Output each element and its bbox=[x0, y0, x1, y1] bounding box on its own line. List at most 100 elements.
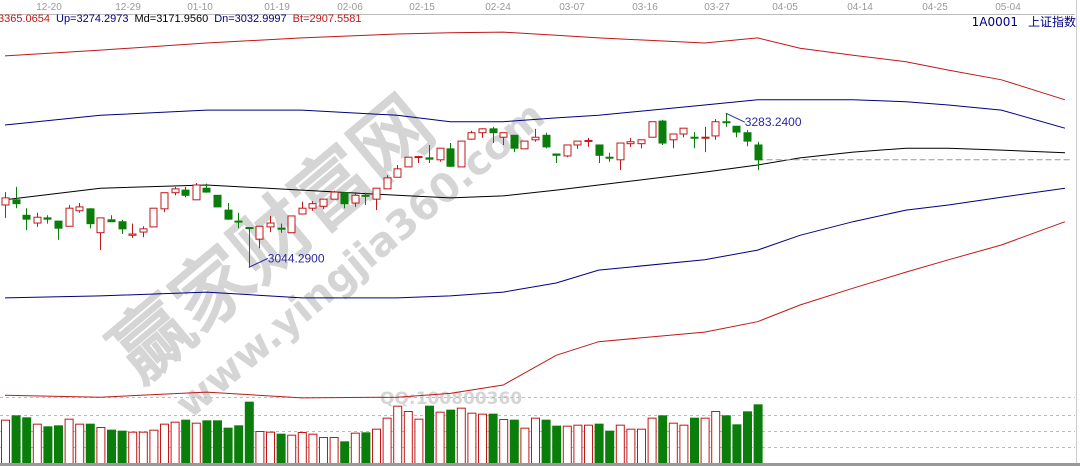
annotation-label-low: 3044.2900 bbox=[268, 251, 325, 265]
volume-bar bbox=[372, 428, 381, 464]
x-tick-label: 03-07 bbox=[559, 2, 585, 13]
candle-body bbox=[669, 133, 678, 141]
volume-bar bbox=[128, 431, 138, 464]
volume-bar bbox=[615, 424, 625, 464]
candle-body bbox=[192, 184, 201, 201]
candle bbox=[372, 187, 381, 211]
candle-body bbox=[118, 221, 127, 230]
volume-bar bbox=[308, 433, 318, 464]
candle bbox=[22, 208, 31, 231]
volume-bar bbox=[488, 413, 498, 464]
candle-body bbox=[425, 157, 434, 160]
candle-body bbox=[340, 192, 349, 205]
band-line-up bbox=[4, 99, 1066, 129]
candle-body bbox=[298, 207, 307, 215]
candle bbox=[1, 192, 10, 218]
bottom-bar bbox=[0, 463, 1080, 466]
candle-body bbox=[361, 194, 370, 197]
candle-body bbox=[510, 134, 519, 149]
candle-body bbox=[33, 216, 42, 224]
volume-bar bbox=[223, 427, 233, 464]
candle bbox=[542, 132, 551, 149]
volume-bar bbox=[403, 411, 413, 464]
candle-body bbox=[65, 207, 74, 227]
candle-body bbox=[520, 140, 529, 150]
candle-body bbox=[308, 203, 317, 209]
volume-bar bbox=[11, 415, 21, 465]
volume-bar bbox=[711, 411, 721, 464]
volume-bar bbox=[425, 405, 434, 464]
volume-bar bbox=[234, 425, 244, 465]
volume-bar bbox=[170, 421, 180, 464]
volume-bar bbox=[107, 429, 116, 464]
candle bbox=[75, 203, 84, 213]
candle bbox=[255, 225, 264, 249]
candle bbox=[648, 121, 657, 138]
candle bbox=[330, 190, 339, 200]
candle bbox=[414, 155, 423, 164]
annotation-leader bbox=[725, 112, 746, 123]
candle bbox=[478, 128, 487, 138]
candle-body bbox=[277, 227, 286, 230]
candle bbox=[563, 144, 572, 158]
candle-body bbox=[160, 192, 169, 210]
candle bbox=[446, 143, 455, 167]
volume-bar bbox=[690, 417, 699, 464]
candle bbox=[149, 207, 158, 228]
candle-body bbox=[414, 156, 423, 159]
candle-body bbox=[690, 136, 699, 139]
candle bbox=[552, 153, 561, 164]
candle bbox=[711, 119, 720, 140]
candle-body bbox=[679, 127, 688, 135]
band-line-md bbox=[4, 147, 1066, 201]
candle bbox=[340, 192, 349, 209]
candle bbox=[12, 186, 21, 209]
candle bbox=[457, 140, 466, 168]
candle bbox=[96, 217, 105, 251]
candle-body bbox=[1, 197, 10, 206]
candle-body bbox=[595, 144, 604, 156]
bollinger-bands bbox=[4, 31, 1070, 399]
volume-bar bbox=[244, 401, 254, 464]
candles bbox=[1, 113, 763, 268]
symbol-name: 上证指数 bbox=[1027, 15, 1076, 29]
x-tick-label: 02-24 bbox=[485, 2, 511, 13]
volume-bar bbox=[160, 423, 169, 464]
candle-body bbox=[658, 120, 667, 144]
volume-bar bbox=[594, 423, 604, 464]
volume-bar bbox=[509, 419, 519, 464]
x-tick-label: 04-05 bbox=[772, 2, 798, 13]
volume-bar bbox=[573, 424, 583, 464]
candle bbox=[33, 212, 42, 227]
candle bbox=[160, 192, 169, 213]
candle bbox=[690, 132, 699, 149]
x-tick-label: 04-25 bbox=[922, 2, 948, 13]
volume-bar bbox=[319, 437, 328, 464]
volume-bar bbox=[276, 433, 286, 464]
volume-bar bbox=[552, 425, 562, 464]
candle-body bbox=[743, 132, 752, 142]
candle-body bbox=[75, 206, 84, 212]
candle bbox=[595, 144, 604, 164]
candle-body bbox=[171, 188, 180, 194]
candle bbox=[245, 227, 254, 268]
candle bbox=[118, 219, 127, 234]
candle-body bbox=[701, 136, 710, 139]
volume-bar bbox=[467, 412, 477, 464]
candle bbox=[287, 215, 296, 234]
volume-bar bbox=[43, 426, 53, 465]
candle-body bbox=[266, 222, 275, 228]
volume-bar bbox=[531, 417, 540, 464]
candle-body bbox=[234, 220, 243, 223]
candle-body bbox=[637, 139, 646, 145]
volume-bar bbox=[75, 423, 85, 464]
volume-bar bbox=[637, 428, 646, 464]
band-line-bt bbox=[4, 221, 1066, 399]
volume-bar bbox=[85, 423, 95, 464]
candle-body bbox=[499, 132, 508, 138]
candle-body bbox=[383, 177, 392, 190]
volume-bar bbox=[329, 437, 339, 464]
candle-body bbox=[128, 233, 137, 236]
candle-body bbox=[202, 187, 211, 193]
